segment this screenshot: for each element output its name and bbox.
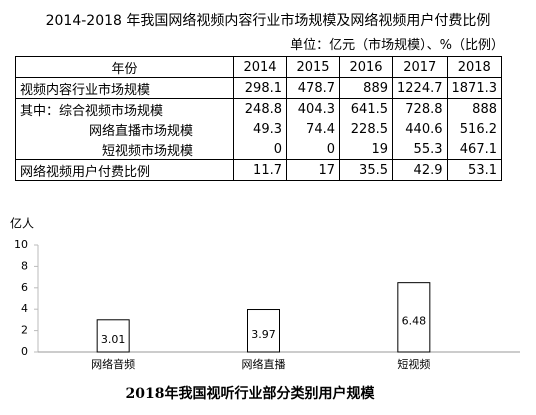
cell: 1871.3 (446, 77, 502, 99)
cell: 19 (339, 139, 393, 160)
bar (247, 309, 280, 353)
table-row: 其中：综合视频市场规模 248.8 404.3 641.5 728.8 888 (15, 98, 502, 119)
header-cell: 2017 (392, 56, 448, 78)
cell: 42.9 (392, 159, 448, 181)
header-cell: 2014 (233, 56, 287, 78)
chart: 亿人 2018年我国视听行业部分类别用户规模 0 2 4 6 8 10 网络音频 3.01 网络… (10, 216, 520, 402)
bar (397, 282, 431, 353)
cell: 49.3 (233, 119, 287, 139)
y-tick-label: 2 (21, 324, 28, 337)
row-label: 短视频市场规模 (15, 139, 234, 160)
cell: 889 (339, 77, 393, 99)
cell: 74.4 (286, 119, 340, 139)
cell: 55.3 (392, 139, 448, 160)
row-label: 其中：综合视频市场规模 (15, 98, 234, 119)
y-tick-label: 10 (14, 238, 28, 251)
cell: 0 (286, 139, 340, 160)
y-axis-label: 亿人 (10, 216, 34, 231)
value-label: 3.01 (101, 333, 126, 346)
y-tick-label: 8 (21, 259, 28, 272)
value-label: 3.97 (251, 328, 276, 341)
y-tick-label: 6 (21, 281, 28, 294)
header-cell: 2018 (446, 56, 502, 78)
cell: 478.7 (286, 77, 340, 99)
chart-title: 2018年我国视听行业部分类别用户规模 (126, 385, 376, 402)
table-row: 视频内容行业市场规模 298.1 478.7 889 1224.7 1871.3 (15, 77, 502, 99)
cell: 1224.7 (392, 77, 448, 99)
cell: 17 (286, 159, 340, 181)
cell: 228.5 (339, 119, 393, 139)
cell: 0 (233, 139, 287, 160)
x-tick-label: 网络音频 (91, 357, 135, 371)
cell: 298.1 (233, 77, 287, 99)
row-label: 网络视频用户付费比例 (15, 159, 234, 181)
cell: 11.7 (233, 159, 287, 181)
cell: 248.8 (233, 98, 287, 119)
table-row: 短视频市场规模 0 0 19 55.3 467.1 (15, 139, 502, 160)
table-row: 网络视频用户付费比例 11.7 17 35.5 42.9 53.1 (15, 159, 502, 181)
cell: 35.5 (339, 159, 393, 181)
cell: 516.2 (446, 119, 502, 139)
data-table: 年份 2014 2015 2016 2017 2018 视频内容行业市场规模 298.1 478… (15, 56, 502, 181)
cell: 53.1 (446, 159, 502, 181)
table-title: 2014-2018 年我国网络视频内容行业市场规模及网络视频用户付费比例 (45, 13, 491, 29)
header-cell: 2016 (339, 56, 393, 78)
y-tick-label: 0 (21, 345, 28, 358)
cell: 728.8 (392, 98, 448, 119)
cell: 888 (446, 98, 502, 119)
cell: 440.6 (392, 119, 448, 139)
header-cell: 2015 (286, 56, 340, 78)
cell: 641.5 (339, 98, 393, 119)
y-tick-label: 4 (21, 302, 28, 315)
cell: 404.3 (286, 98, 340, 119)
row-label: 视频内容行业市场规模 (15, 77, 234, 99)
header-cell: 年份 (15, 56, 234, 78)
header-row: 年份 2014 2015 2016 2017 2018 (15, 56, 502, 78)
x-tick-label: 短视频 (397, 357, 430, 371)
bar (96, 319, 130, 353)
row-label: 网络直播市场规模 (15, 119, 234, 139)
value-label: 6.48 (402, 314, 427, 327)
table-row: 网络直播市场规模 49.3 74.4 228.5 440.6 516.2 (15, 119, 502, 139)
table-unit: 单位：亿元（市场规模）、%（比例） (290, 38, 504, 53)
x-tick-label: 网络直播 (242, 357, 286, 371)
cell: 467.1 (446, 139, 502, 160)
